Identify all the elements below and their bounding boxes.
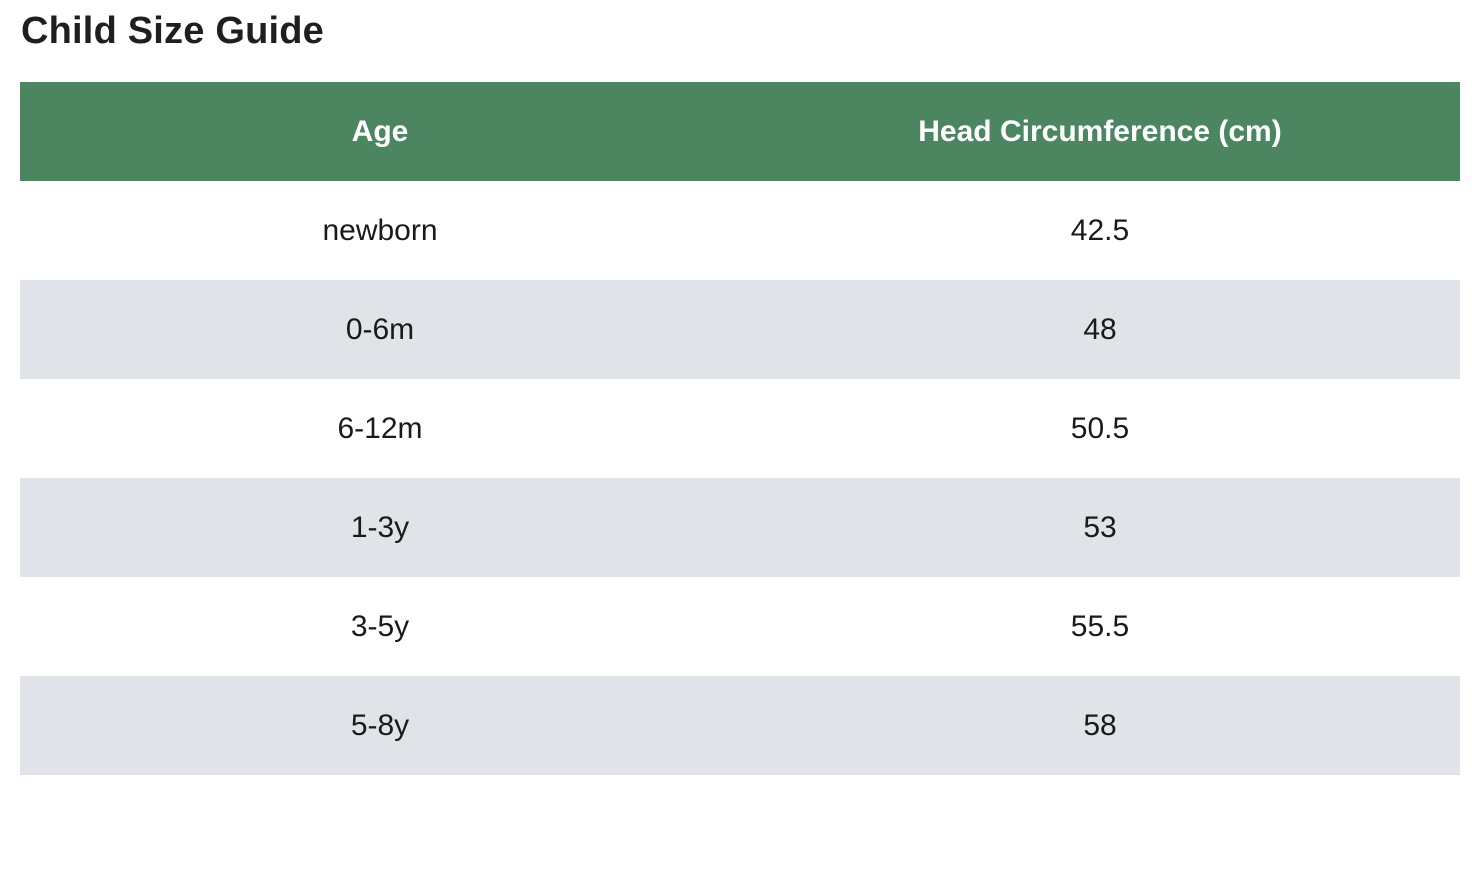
- cell-head-circumference: 48: [1083, 312, 1117, 346]
- cell-head-circumference: 58: [1083, 708, 1117, 742]
- table-row: 0-6m 48: [20, 280, 1460, 379]
- table-header: Age Head Circumference (cm): [20, 82, 1460, 181]
- table-row: 6-12m 50.5: [20, 379, 1460, 478]
- table-row: 3-5y 55.5: [20, 577, 1460, 676]
- cell-head-circumference: 53: [1083, 510, 1117, 544]
- cell-head-circumference: 50.5: [1070, 411, 1130, 445]
- page-title: Child Size Guide: [21, 10, 325, 52]
- size-guide-table: Age Head Circumference (cm) newborn 42.5…: [20, 82, 1460, 775]
- cell-age: 0-6m: [345, 312, 415, 346]
- table-row: 1-3y 53: [20, 478, 1460, 577]
- table-row: newborn 42.5: [20, 181, 1460, 280]
- column-header-age: Age: [351, 114, 409, 148]
- header-row: Age Head Circumference (cm): [20, 82, 1460, 181]
- cell-age: 1-3y: [350, 510, 410, 544]
- cell-age: 3-5y: [350, 609, 410, 643]
- cell-head-circumference: 42.5: [1070, 213, 1130, 247]
- table-row: 5-8y 58: [20, 676, 1460, 775]
- cell-age: newborn: [322, 213, 438, 247]
- cell-age: 5-8y: [350, 708, 410, 742]
- cell-head-circumference: 55.5: [1070, 609, 1130, 643]
- table-body: newborn 42.5 0-6m 48 6-12m 50.5 1-3y 53 …: [20, 181, 1460, 775]
- column-header-head-circumference: Head Circumference (cm): [918, 114, 1282, 148]
- cell-age: 6-12m: [337, 411, 423, 445]
